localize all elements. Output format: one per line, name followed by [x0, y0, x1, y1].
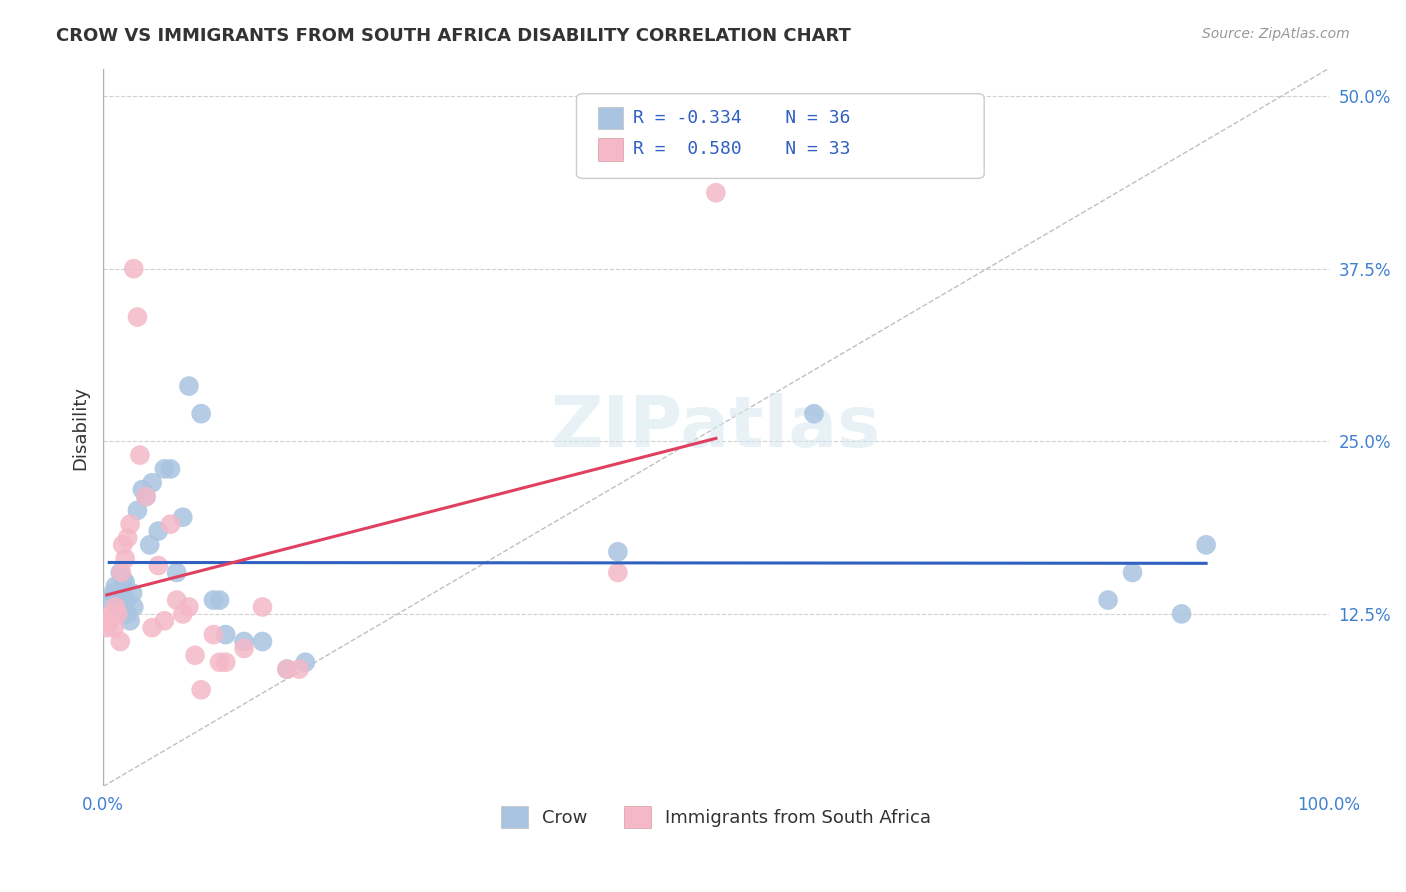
Point [128, 448, 150, 462]
Legend: Crow, Immigrants from South Africa: Crow, Immigrants from South Africa [494, 798, 938, 835]
Point [120, 614, 142, 628]
Point [172, 607, 194, 621]
Point [294, 655, 316, 669]
Point [208, 655, 231, 669]
Point [153, 462, 176, 476]
Point [606, 545, 628, 559]
Point [288, 662, 311, 676]
Point [121, 586, 143, 600]
Point [177, 379, 200, 393]
Point [252, 599, 274, 614]
Point [100, 607, 122, 621]
Point [122, 599, 145, 614]
Point [177, 599, 200, 614]
Point [138, 538, 160, 552]
Point [233, 641, 256, 656]
Text: Source: ZipAtlas.com: Source: ZipAtlas.com [1202, 27, 1350, 41]
Point [252, 634, 274, 648]
Point [120, 517, 142, 532]
Point [110, 589, 132, 603]
Point [202, 593, 225, 607]
Point [1195, 538, 1218, 552]
Point [148, 558, 170, 573]
Point [184, 648, 207, 663]
Point [107, 599, 129, 614]
Point [135, 490, 157, 504]
Point [98, 614, 121, 628]
Y-axis label: Disability: Disability [72, 385, 89, 469]
Point [101, 586, 124, 600]
Point [107, 607, 129, 621]
Point [127, 503, 149, 517]
Point [103, 621, 125, 635]
Point [166, 566, 188, 580]
Text: R =  0.580    N = 33: R = 0.580 N = 33 [633, 140, 851, 158]
Point [141, 621, 163, 635]
Point [1170, 607, 1192, 621]
Point [141, 475, 163, 490]
Point [803, 407, 825, 421]
Point [110, 566, 132, 580]
Point [148, 524, 170, 538]
Point [114, 575, 136, 590]
Point [166, 593, 188, 607]
Point [96, 621, 118, 635]
Point [215, 655, 238, 669]
Point [117, 531, 139, 545]
Point [1122, 566, 1144, 580]
Point [104, 579, 127, 593]
Point [110, 566, 132, 580]
Point [98, 593, 121, 607]
Point [117, 607, 139, 621]
Point [202, 627, 225, 641]
Point [172, 510, 194, 524]
Text: ZIPatlas: ZIPatlas [551, 393, 882, 462]
Point [131, 483, 153, 497]
Point [190, 682, 212, 697]
Point [159, 462, 181, 476]
Point [111, 573, 134, 587]
Point [114, 551, 136, 566]
Point [115, 593, 138, 607]
Point [104, 599, 127, 614]
Text: CROW VS IMMIGRANTS FROM SOUTH AFRICA DISABILITY CORRELATION CHART: CROW VS IMMIGRANTS FROM SOUTH AFRICA DIS… [56, 27, 851, 45]
Point [233, 634, 256, 648]
Point [215, 627, 238, 641]
Point [704, 186, 727, 200]
Point [110, 634, 132, 648]
Point [276, 662, 298, 676]
Text: R = -0.334    N = 36: R = -0.334 N = 36 [633, 109, 851, 127]
Point [276, 662, 298, 676]
Point [190, 407, 212, 421]
Point [208, 593, 231, 607]
Point [606, 566, 628, 580]
Point [135, 490, 157, 504]
Point [153, 614, 176, 628]
Point [122, 261, 145, 276]
Point [159, 517, 181, 532]
Point [111, 538, 134, 552]
Point [1097, 593, 1119, 607]
Point [127, 310, 149, 324]
